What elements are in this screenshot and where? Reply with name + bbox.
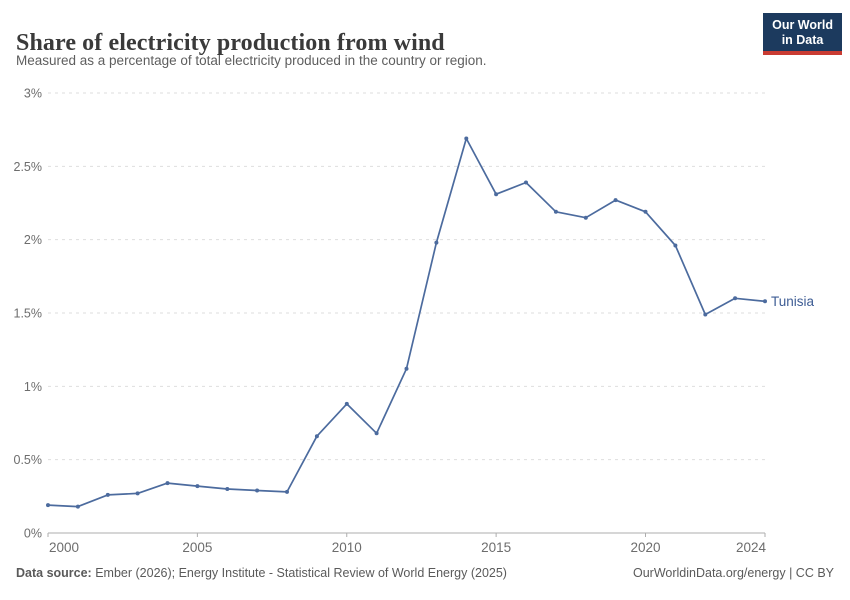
- data-point-marker[interactable]: [75, 504, 80, 509]
- data-point-marker[interactable]: [165, 481, 170, 486]
- series-line[interactable]: [47, 137, 766, 508]
- data-point-marker[interactable]: [374, 431, 379, 436]
- owid-logo[interactable]: Our World in Data: [763, 13, 842, 55]
- chart-footer: Data source: Ember (2026); Energy Instit…: [16, 566, 834, 580]
- owid-logo-line1: Our World: [772, 18, 833, 32]
- data-point-marker[interactable]: [46, 503, 50, 508]
- data-point-marker[interactable]: [434, 240, 439, 245]
- data-point-marker[interactable]: [733, 296, 738, 301]
- owid-logo-line2: in Data: [781, 32, 824, 47]
- data-point-marker[interactable]: [255, 488, 260, 493]
- x-tick-label: 2020: [630, 540, 660, 555]
- data-point-marker[interactable]: [643, 209, 648, 214]
- data-point-marker[interactable]: [404, 366, 409, 371]
- data-point-marker[interactable]: [344, 401, 349, 406]
- y-tick-label: 1%: [24, 380, 42, 394]
- data-point-marker[interactable]: [195, 484, 200, 489]
- x-tick-label: 2010: [332, 540, 362, 555]
- y-tick-label: 0.5%: [14, 453, 43, 467]
- x-tick-label: 2000: [49, 540, 79, 555]
- footer-link[interactable]: OurWorldinData.org/energy | CC BY: [632, 566, 834, 580]
- data-point-marker[interactable]: [285, 489, 289, 494]
- data-point-marker[interactable]: [494, 192, 499, 197]
- data-point-marker[interactable]: [524, 180, 528, 185]
- data-point-marker[interactable]: [225, 487, 230, 491]
- data-point-marker[interactable]: [553, 209, 558, 214]
- data-point-marker[interactable]: [464, 136, 469, 141]
- entity-label[interactable]: Tunisia: [771, 294, 815, 309]
- data-point-marker[interactable]: [583, 215, 588, 220]
- data-point-marker[interactable]: [135, 491, 140, 496]
- data-point-marker[interactable]: [314, 434, 319, 439]
- y-tick-label: 3%: [24, 87, 42, 101]
- x-tick-label: 2005: [182, 540, 212, 555]
- data-source-label: Data source:: [16, 566, 92, 580]
- y-tick-label: 2.5%: [14, 160, 43, 174]
- y-tick-label: 0%: [24, 527, 42, 541]
- data-source-text: Ember (2026); Energy Institute - Statist…: [91, 566, 507, 580]
- data-point-marker[interactable]: [105, 492, 110, 497]
- data-source-note: Data source: Ember (2026); Energy Instit…: [16, 566, 507, 580]
- data-point-marker[interactable]: [763, 299, 767, 304]
- y-tick-label: 1.5%: [14, 307, 43, 321]
- y-tick-label: 2%: [24, 233, 42, 247]
- x-tick-label: 2015: [481, 540, 511, 555]
- page-title: Share of electricity production from win…: [16, 30, 445, 57]
- data-point-marker[interactable]: [673, 243, 678, 248]
- x-tick-label: 2024: [736, 540, 767, 555]
- data-point-marker[interactable]: [613, 198, 618, 203]
- chart-subtitle: Measured as a percentage of total electr…: [16, 53, 487, 68]
- data-point-marker[interactable]: [703, 312, 708, 317]
